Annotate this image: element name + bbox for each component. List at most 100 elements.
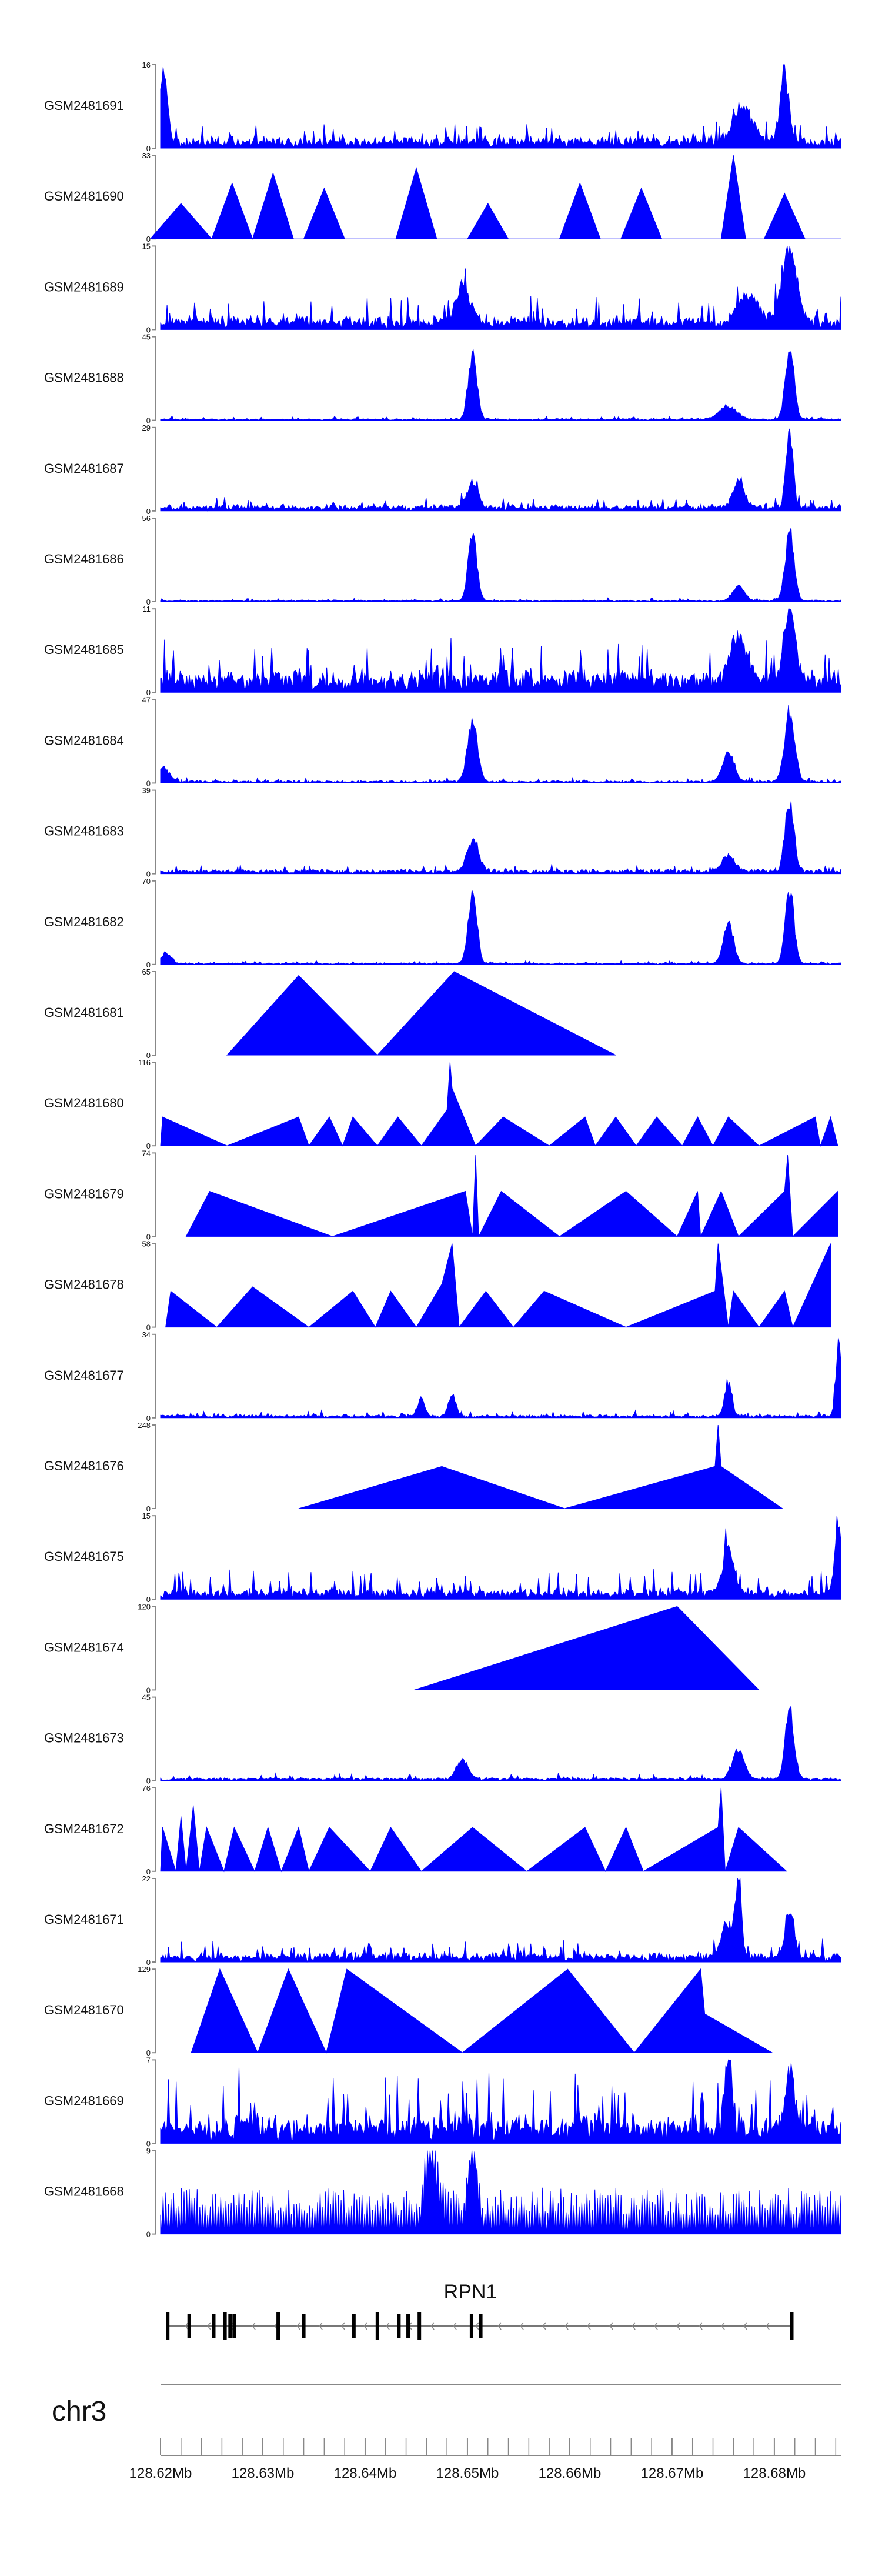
x-tick-label: 128.63Mb [232, 2465, 295, 2481]
track-GSM2481668: GSM2481668 9 0 [44, 2147, 841, 2239]
y-min-label: 0 [146, 2139, 151, 2148]
y-min-label: 0 [146, 1777, 151, 1786]
track-GSM2481669: GSM2481669 7 0 [44, 2056, 841, 2148]
track-label: GSM2481668 [44, 2184, 124, 2199]
track-label: GSM2481686 [44, 552, 124, 566]
exon-mark [228, 2314, 232, 2338]
strand-arrow [430, 2322, 435, 2330]
y-min-label: 0 [146, 688, 151, 697]
strand-arrow [475, 2322, 479, 2330]
y-max-label: 11 [143, 605, 151, 613]
track-label: GSM2481682 [44, 915, 124, 929]
y-max-label: 7 [146, 2056, 151, 2064]
exon-mark [232, 2314, 236, 2338]
y-min-label: 0 [146, 1051, 151, 1060]
track-GSM2481675: GSM2481675 15 0 [44, 1511, 841, 1604]
exon-mark [469, 2314, 473, 2338]
coverage-area [160, 1787, 788, 1873]
track-GSM2481680: GSM2481680 116 0 [44, 1058, 838, 1150]
coverage-area [160, 608, 841, 693]
coverage-area [160, 2059, 841, 2144]
y-min-label: 0 [146, 1595, 151, 1604]
coverage-area [160, 64, 841, 149]
strand-arrow [319, 2322, 323, 2330]
y-max-label: 15 [142, 242, 151, 251]
y-max-label: 74 [142, 1149, 151, 1157]
y-max-label: 248 [138, 1421, 151, 1430]
track-label: GSM2481678 [44, 1277, 124, 1292]
y-max-label: 58 [142, 1240, 151, 1249]
coverage-area [165, 1243, 831, 1329]
coverage-area [160, 1705, 841, 1781]
y-max-label: 45 [142, 333, 151, 342]
strand-arrow [185, 2322, 189, 2330]
track-label: GSM2481690 [44, 189, 124, 203]
track-label: GSM2481676 [44, 1459, 124, 1473]
y-min-label: 0 [146, 1686, 151, 1694]
strand-arrow [341, 2322, 345, 2330]
gene-name-label: RPN1 [444, 2281, 497, 2303]
y-min-label: 0 [146, 325, 151, 334]
y-min-label: 0 [146, 416, 151, 425]
strand-arrow [609, 2322, 613, 2330]
y-max-label: 120 [138, 1602, 151, 1611]
y-min-label: 0 [146, 1414, 151, 1423]
strand-arrow [743, 2322, 747, 2330]
y-max-label: 33 [142, 151, 151, 160]
strand-arrow [766, 2322, 770, 2330]
track-GSM2481679: GSM2481679 74 0 [44, 1149, 838, 1241]
y-min-label: 0 [146, 1867, 151, 1876]
track-label: GSM2481691 [44, 98, 124, 113]
track-GSM2481674: GSM2481674 120 0 [44, 1602, 760, 1694]
strand-arrow [296, 2322, 300, 2330]
track-label: GSM2481672 [44, 1821, 124, 1836]
y-max-label: 70 [142, 877, 151, 886]
exon-mark [352, 2314, 356, 2338]
y-max-label: 22 [142, 1874, 151, 1883]
y-max-label: 65 [142, 967, 151, 976]
strand-arrow [632, 2322, 636, 2330]
track-label: GSM2481687 [44, 461, 124, 476]
strand-arrow [587, 2322, 591, 2330]
y-min-label: 0 [146, 1232, 151, 1241]
track-GSM2481677: GSM2481677 34 0 [44, 1330, 841, 1423]
y-max-label: 47 [142, 695, 151, 704]
track-label: GSM2481684 [44, 733, 124, 748]
track-GSM2481682: GSM2481682 70 0 [44, 877, 841, 969]
track-label: GSM2481688 [44, 371, 124, 385]
track-GSM2481690: GSM2481690 33 0 [44, 151, 841, 243]
y-min-label: 0 [146, 1142, 151, 1150]
exon-mark [223, 2312, 227, 2340]
gene-annotation-track: RPN1 [166, 2281, 794, 2340]
exon-mark [397, 2314, 401, 2338]
coverage-area [160, 890, 841, 965]
y-min-label: 0 [146, 1323, 151, 1332]
strand-arrow [520, 2322, 524, 2330]
coverage-area [160, 801, 841, 875]
coverage-area [298, 1424, 784, 1509]
exon-mark [212, 2314, 216, 2338]
track-GSM2481691: GSM2481691 16 0 [44, 61, 841, 153]
y-min-label: 0 [146, 779, 151, 788]
track-label: GSM2481685 [44, 642, 124, 657]
strand-arrow [363, 2322, 368, 2330]
y-min-label: 0 [146, 507, 151, 516]
exon-mark [276, 2312, 280, 2340]
track-label: GSM2481674 [44, 1640, 124, 1654]
exon-mark [406, 2314, 410, 2338]
track-GSM2481685: GSM2481685 11 0 [44, 605, 841, 697]
y-min-label: 0 [146, 1504, 151, 1513]
y-min-label: 0 [146, 2048, 151, 2057]
x-tick-label: 128.62Mb [129, 2465, 192, 2481]
strand-arrow [699, 2322, 703, 2330]
exon-mark [479, 2314, 483, 2338]
track-GSM2481670: GSM2481670 129 0 [44, 1965, 774, 2057]
y-min-label: 0 [146, 870, 151, 879]
track-GSM2481686: GSM2481686 56 0 [44, 514, 841, 606]
exon-mark [302, 2314, 306, 2338]
genome-axis: chr3 128.62Mb 128.63Mb 128.64Mb 128.65Mb 128… [52, 2384, 841, 2481]
track-label: GSM2481689 [44, 279, 124, 294]
coverage-area [160, 246, 841, 331]
strand-arrow [676, 2322, 680, 2330]
